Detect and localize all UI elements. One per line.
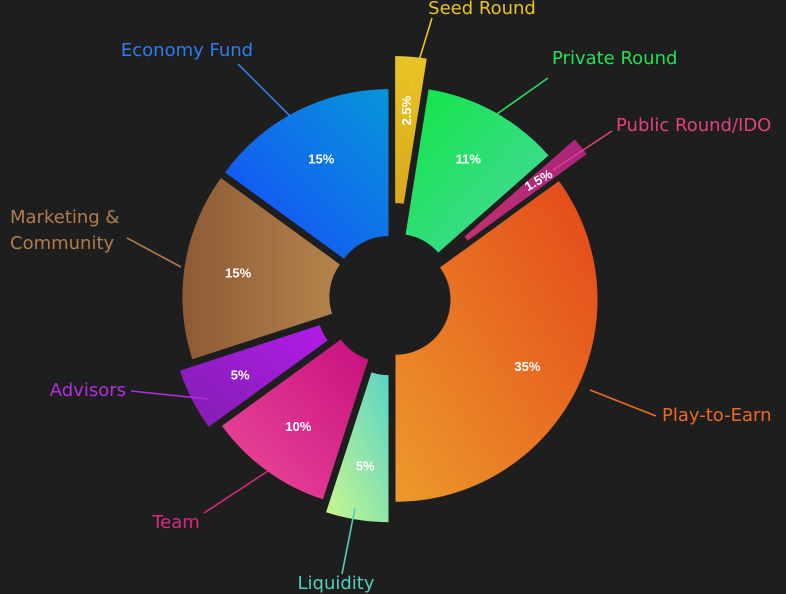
category-label-advisors: Advisors bbox=[50, 380, 126, 401]
slice-seed-round bbox=[395, 56, 427, 204]
leader-line-private-round bbox=[496, 77, 549, 115]
slice-private-round bbox=[405, 89, 549, 253]
slices-layer bbox=[179, 56, 598, 523]
leader-line-team bbox=[203, 470, 269, 514]
slice-advisors bbox=[179, 325, 328, 427]
percent-label-play-to-earn: 35% bbox=[514, 359, 540, 374]
donut-hole bbox=[337, 243, 447, 353]
leader-line-public-round-ido bbox=[552, 130, 613, 171]
category-labels-layer: Seed Round Private Round Public Round/IDO P… bbox=[10, 0, 772, 594]
percent-label-liquidity: 5% bbox=[356, 458, 375, 473]
percent-label-team: 10% bbox=[285, 419, 311, 434]
slice-marketing-community bbox=[182, 178, 340, 360]
percent-label-private-round: 11% bbox=[456, 151, 482, 166]
leader-line-economy-fund bbox=[237, 63, 291, 117]
category-label-marketing-community: Marketing & Community bbox=[10, 207, 119, 254]
percent-labels-layer: 2.5%11%1.5%35%5%10%5%15%15% bbox=[225, 95, 555, 473]
leader-line-liquidity bbox=[341, 507, 356, 575]
percent-label-marketing-community: 15% bbox=[225, 266, 251, 281]
slice-team bbox=[221, 339, 369, 500]
slice-liquidity bbox=[326, 372, 389, 523]
category-label-economy-fund: Economy Fund bbox=[121, 40, 253, 61]
leader-lines-layer bbox=[126, 17, 657, 575]
slice-economy-fund bbox=[225, 89, 389, 259]
category-label-liquidity: Liquidity bbox=[297, 573, 374, 594]
leader-line-marketing-community bbox=[126, 237, 182, 268]
category-label-play-to-earn: Play-to-Earn bbox=[662, 405, 772, 426]
category-label-seed-round: Seed Round bbox=[428, 0, 536, 19]
slice-play-to-earn bbox=[395, 181, 598, 502]
leader-line-play-to-earn bbox=[589, 389, 657, 417]
category-label-public-round-ido: Public Round/IDO bbox=[616, 115, 771, 136]
percent-label-advisors: 5% bbox=[231, 367, 250, 382]
category-label-private-round: Private Round bbox=[552, 48, 677, 69]
leader-line-advisors bbox=[130, 390, 209, 400]
slice-public-round-ido bbox=[464, 139, 587, 241]
leader-line-seed-round bbox=[409, 17, 433, 91]
percent-label-economy-fund: 15% bbox=[308, 151, 334, 166]
category-label-team: Team bbox=[151, 512, 200, 533]
percent-label-seed-round: 2.5% bbox=[399, 95, 414, 125]
